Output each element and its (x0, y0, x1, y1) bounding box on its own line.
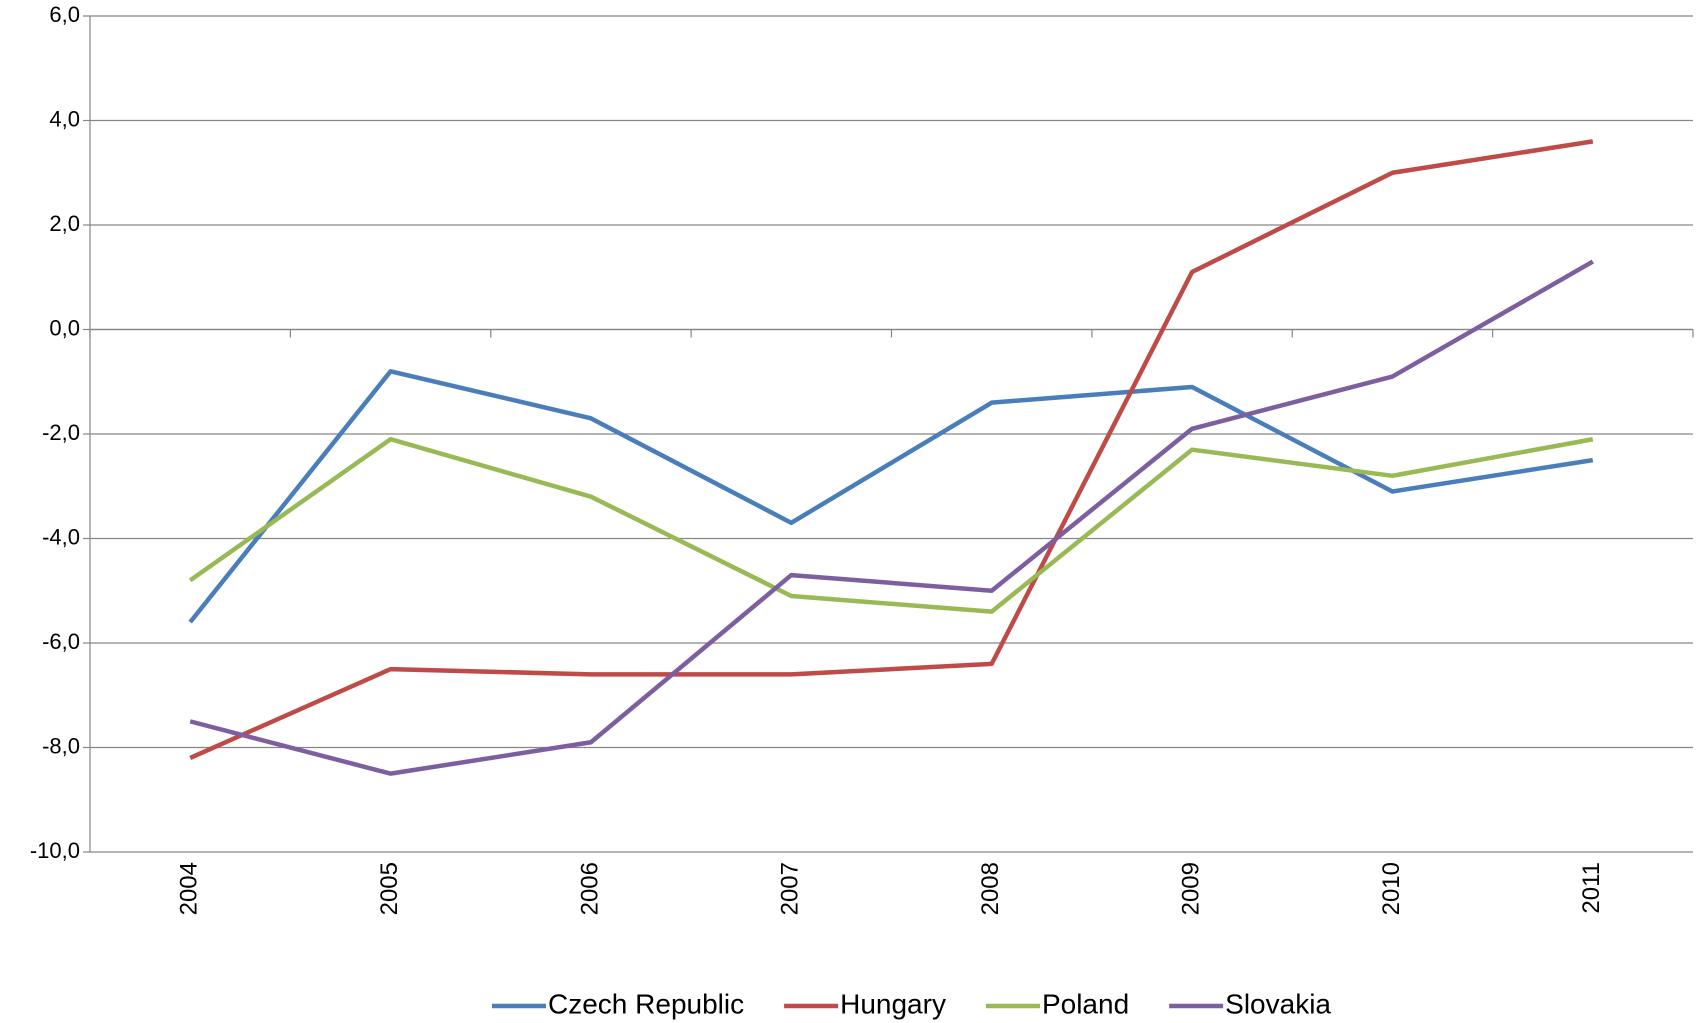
legend-label: Slovakia (1225, 988, 1331, 1019)
x-tick-label: 2009 (1177, 862, 1204, 915)
legend-label: Hungary (840, 988, 946, 1019)
y-tick-label: -10,0 (30, 838, 80, 863)
series-line (188, 369, 1594, 624)
series-line (189, 259, 1594, 776)
y-tick-label: -6,0 (42, 629, 80, 654)
legend: Czech Republic Hungary Poland Slovakia (492, 988, 1331, 1019)
y-tick-label: -8,0 (42, 733, 80, 758)
y-tick-label: 0,0 (49, 315, 80, 340)
x-tick-label: 2006 (576, 862, 603, 915)
x-tick-label: 2005 (376, 862, 403, 915)
legend-label: Czech Republic (548, 988, 744, 1019)
y-tick-label: 4,0 (49, 106, 80, 131)
x-tick-label: 2004 (176, 862, 203, 915)
y-tick-label: -4,0 (42, 524, 80, 549)
x-tick-label: 2011 (1578, 862, 1605, 914)
legend-label: Poland (1042, 988, 1129, 1019)
x-tick-label: 2008 (977, 862, 1004, 915)
x-tick-label: 2010 (1378, 862, 1405, 915)
series-line (189, 139, 1594, 761)
y-tick-label: -2,0 (42, 420, 80, 445)
x-tick-label: 2007 (777, 862, 804, 915)
y-tick-label: 2,0 (49, 211, 80, 236)
series-line (188, 436, 1594, 614)
y-tick-label: 6,0 (49, 2, 80, 27)
